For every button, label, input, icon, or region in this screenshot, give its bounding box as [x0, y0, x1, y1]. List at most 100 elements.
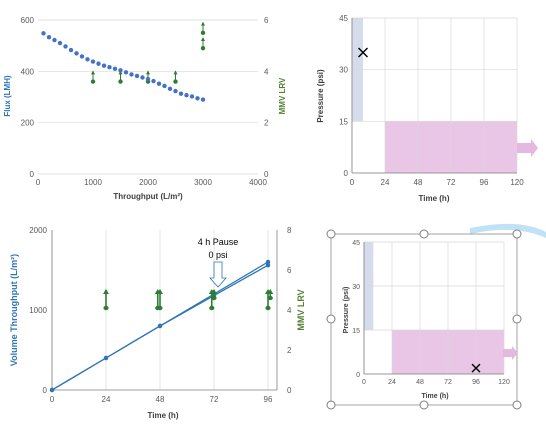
throughput-x-tick-label: 0 — [50, 395, 55, 404]
lrv-point — [157, 305, 163, 311]
resize-handle[interactable] — [419, 400, 429, 410]
flux-point — [52, 37, 57, 43]
lrv-point — [90, 79, 96, 84]
flux-point — [195, 96, 200, 101]
flux-point — [145, 76, 151, 82]
pressure-x-tick-label: 24 — [381, 178, 390, 187]
flux-point — [68, 47, 74, 53]
x-marker — [358, 47, 368, 58]
lrv-arrow-head — [201, 36, 205, 41]
lrv-arrow-head — [201, 21, 205, 26]
flux-point — [118, 68, 123, 73]
flux-point — [167, 86, 173, 91]
flux-point — [112, 66, 118, 71]
pressure-x-tick-label: 72 — [444, 379, 452, 386]
flux-y-tick-label: 0 — [30, 170, 35, 179]
flux-x-tick-label: 4000 — [249, 178, 267, 187]
flux-point — [140, 75, 145, 80]
resize-handle[interactable] — [326, 400, 336, 410]
resize-handle[interactable] — [512, 229, 522, 239]
pressure-x-tick-label: 0 — [350, 178, 355, 187]
pressure-x-axis-label: Time (h) — [419, 194, 450, 203]
lrv-point — [173, 79, 178, 84]
throughput-x-tick-label: 48 — [156, 395, 165, 404]
throughput-point — [157, 323, 163, 329]
flux-point — [57, 40, 63, 46]
pressure-chart: 0 24 48 72 96 120 0 15 30 45 Time (h) Pressure (p… — [316, 14, 538, 203]
throughput-point — [103, 355, 109, 361]
pressure-y-tick-label: 0 — [356, 372, 360, 379]
pressure-x-tick-label: 72 — [447, 178, 456, 187]
pressure-x-tick-label: 120 — [498, 379, 510, 386]
flux-y-axis-label: Flux (LMH) — [3, 75, 12, 117]
resize-handle[interactable] — [419, 229, 429, 239]
pause-annotation: 4 h Pause 0 psi — [198, 237, 238, 288]
lrv-arrow-head — [157, 289, 163, 294]
pressure-y-tick-label: 15 — [352, 328, 360, 335]
pressure-x-tick-label: 96 — [480, 178, 489, 187]
lrv-arrow-head — [103, 289, 109, 294]
flux-x-tick-label: 2000 — [139, 178, 157, 187]
flux-x-tick-label: 1000 — [84, 178, 102, 187]
flux-y2-axis-label: MMV LRV — [278, 77, 287, 114]
resize-handle[interactable] — [326, 229, 336, 239]
pressure-y-tick-label: 0 — [344, 169, 349, 178]
throughput-y-axis-label: Volume Throughput (L/m²) — [9, 254, 19, 366]
pressure-y-tick-label: 30 — [352, 284, 360, 291]
decorative-swoosh — [470, 223, 546, 238]
flux-point — [63, 44, 68, 49]
flux-point — [178, 91, 184, 96]
flux-point — [134, 73, 140, 79]
flux-point — [101, 63, 107, 68]
pause-arrow — [209, 261, 227, 288]
lrv-y2-tick-label: 2 — [264, 119, 269, 128]
lrv-y2-tick-label: 4 — [287, 306, 292, 315]
flux-point — [151, 78, 156, 84]
flux-x-tick-label: 0 — [36, 178, 41, 187]
flux-y-tick-label: 200 — [21, 119, 35, 128]
pressure-y-tick-label: 45 — [352, 240, 360, 247]
pressure-y-tick-label: 45 — [339, 14, 348, 23]
resize-handle[interactable] — [512, 314, 522, 324]
flux-point — [173, 88, 178, 94]
lrv-point — [209, 305, 215, 311]
lrv-point — [211, 295, 217, 301]
pressure-x-tick-label: 96 — [472, 379, 480, 386]
flux-point — [162, 83, 167, 89]
throughput-y2-axis-label: MMV LRV — [296, 289, 306, 330]
resize-handle[interactable] — [512, 400, 522, 410]
lrv-y2-tick-label: 4 — [264, 67, 269, 76]
throughput-point — [265, 263, 271, 268]
throughput-x-tick-label: 24 — [102, 395, 111, 404]
throughput-x-axis-label: Time (h) — [148, 411, 179, 420]
pink-arrow-small — [503, 346, 518, 360]
pressure-y-tick-label: 30 — [339, 66, 348, 75]
flux-y-tick-label: 400 — [21, 67, 35, 76]
resize-handle[interactable] — [326, 314, 336, 324]
lrv-y2-tick-label: 6 — [287, 266, 292, 275]
pressure-y-axis-label: Pressure (psi) — [316, 69, 325, 123]
pressure-chart-selected[interactable]: 0 24 48 72 96 120 0 15 30 45 Time (h) Pressure (p… — [326, 229, 522, 410]
flux-point — [123, 70, 129, 75]
flux-x-tick-label: 3000 — [194, 178, 212, 187]
flux-point — [90, 59, 96, 64]
flux-point — [156, 81, 162, 86]
throughput-y-tick-label: 2000 — [29, 226, 47, 235]
lrv-y2-tick-label: 8 — [287, 226, 292, 235]
flux-point — [184, 93, 189, 98]
lrv-point — [200, 30, 206, 36]
flux-point — [79, 54, 85, 59]
selection-frame[interactable] — [330, 233, 518, 406]
throughput-x-tick-label: 96 — [264, 395, 273, 404]
pause-annotation-line2: 0 psi — [208, 250, 227, 260]
lrv-arrow-head — [211, 289, 217, 294]
flux-point — [85, 57, 90, 62]
pressure-x-tick-label: 48 — [416, 379, 424, 386]
pressure-x-tick-label: 120 — [510, 178, 524, 187]
lrv-y2-tick-label: 2 — [287, 346, 292, 355]
lrv-y2-tick-label: 6 — [264, 16, 269, 25]
lrv-point — [267, 295, 273, 301]
